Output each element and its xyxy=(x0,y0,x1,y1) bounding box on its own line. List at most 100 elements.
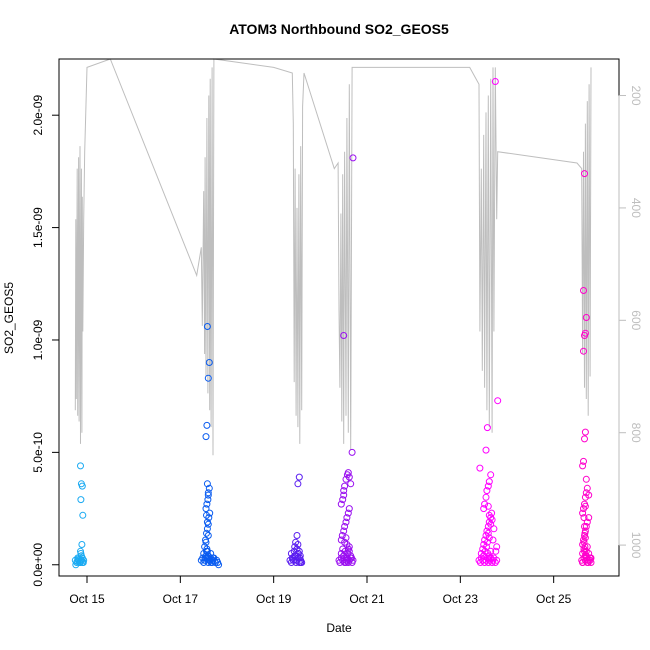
data-point xyxy=(293,545,301,553)
data-point xyxy=(295,547,303,555)
x-axis: Oct 15 Oct 17 Oct 19 Oct 21 Oct 23 Oct 25 xyxy=(69,575,572,606)
data-point xyxy=(341,538,349,546)
data-point xyxy=(481,500,489,508)
data-point xyxy=(205,359,213,366)
data-point xyxy=(338,532,346,539)
x-tick-label: Oct 25 xyxy=(536,592,572,606)
data-point xyxy=(579,462,587,470)
data-point xyxy=(344,469,352,477)
data-point xyxy=(204,489,212,497)
data-point xyxy=(493,556,501,564)
data-point xyxy=(579,559,587,566)
data-point xyxy=(483,487,491,495)
data-point xyxy=(204,532,212,539)
data-point xyxy=(344,509,352,517)
data-point xyxy=(203,421,211,429)
data-point xyxy=(342,534,350,542)
data-point xyxy=(485,534,493,542)
y-axis-label: SO2_GEOS5 xyxy=(2,282,16,354)
right-y-tick-label: 200 xyxy=(629,85,643,105)
data-point xyxy=(209,554,217,562)
data-point xyxy=(202,538,210,546)
data-point xyxy=(477,550,485,557)
data-point xyxy=(78,482,86,490)
data-point xyxy=(583,484,591,492)
data-point xyxy=(343,541,351,548)
data-point xyxy=(581,329,589,337)
data-point xyxy=(581,529,589,537)
data-point xyxy=(484,482,492,490)
data-point xyxy=(203,500,211,508)
data-point xyxy=(487,520,495,528)
data-point xyxy=(484,502,492,510)
data-point xyxy=(488,516,496,524)
data-point xyxy=(489,536,497,544)
data-point xyxy=(204,496,212,504)
data-point xyxy=(580,538,588,546)
data-point xyxy=(203,323,211,330)
data-point xyxy=(585,491,593,499)
y-tick-label: 1.5e-09 xyxy=(31,207,45,248)
data-point xyxy=(581,502,589,510)
chart-title: ATOM3 Northbound SO2_GEOS5 xyxy=(229,21,449,37)
data-point xyxy=(345,473,353,481)
data-point xyxy=(72,561,80,569)
y-axis: 0.0e+00 5.0e-10 1.0e-09 1.5e-09 2.0e-09 xyxy=(31,95,60,587)
data-point xyxy=(581,547,588,555)
right-y-tick-label: 800 xyxy=(629,423,643,443)
data-point xyxy=(295,473,303,481)
data-point xyxy=(488,509,496,517)
data-point xyxy=(345,505,353,513)
data-point xyxy=(480,541,488,548)
data-point xyxy=(341,482,349,490)
data-point xyxy=(203,525,211,533)
data-point xyxy=(343,514,351,522)
x-tick-label: Oct 19 xyxy=(256,592,292,606)
data-point xyxy=(203,480,211,488)
data-point xyxy=(580,505,587,513)
data-point xyxy=(297,559,305,566)
data-point xyxy=(337,550,345,557)
data-point xyxy=(582,314,590,321)
data-point xyxy=(77,462,84,470)
data-point xyxy=(348,448,356,456)
data-point xyxy=(581,523,588,530)
data-point xyxy=(203,547,211,555)
data-point xyxy=(215,561,223,569)
x-axis-label: Date xyxy=(326,621,352,635)
x-tick-label: Oct 23 xyxy=(443,592,479,606)
data-point xyxy=(581,543,589,551)
data-point xyxy=(337,500,345,508)
data-point xyxy=(202,505,210,513)
data-point xyxy=(580,287,587,294)
data-point xyxy=(293,532,301,539)
data-point xyxy=(585,514,593,522)
x-tick-label: Oct 15 xyxy=(69,592,105,606)
data-point xyxy=(203,518,211,526)
data-point xyxy=(342,518,350,526)
data-point xyxy=(580,514,588,522)
y-tick-label: 5.0e-10 xyxy=(31,432,45,473)
data-point xyxy=(77,496,85,504)
data-point xyxy=(581,428,589,436)
right-y-tick-label: 1000 xyxy=(629,532,643,559)
data-point xyxy=(205,514,213,522)
data-point xyxy=(487,547,495,555)
data-point xyxy=(490,525,498,533)
data-point xyxy=(339,496,347,504)
data-point xyxy=(340,487,348,495)
data-point xyxy=(482,493,490,501)
data-point xyxy=(204,491,212,499)
data-point xyxy=(203,529,210,537)
data-point xyxy=(582,489,590,497)
data-point xyxy=(296,552,304,560)
data-point xyxy=(343,556,351,564)
data-point xyxy=(485,552,493,560)
y-tick-label: 2.0e-09 xyxy=(31,95,45,136)
data-point xyxy=(581,435,588,443)
data-point xyxy=(487,471,495,479)
data-point xyxy=(76,559,84,566)
data-point xyxy=(205,484,213,492)
data-point xyxy=(292,538,300,546)
data-point xyxy=(581,534,589,542)
